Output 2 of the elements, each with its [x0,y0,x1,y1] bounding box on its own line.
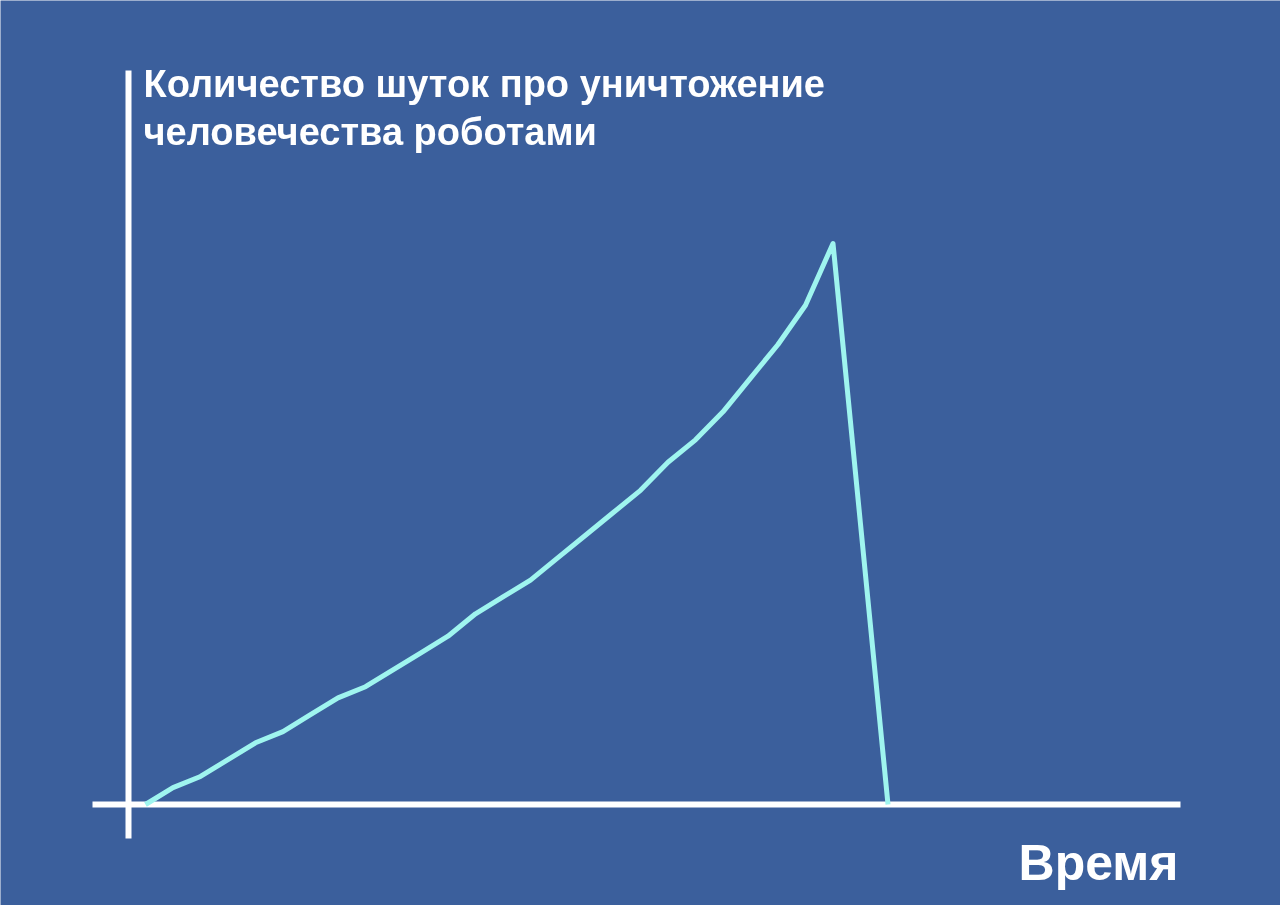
x-axis-title: Время [1018,834,1179,891]
y-axis-title: Количество шуток про уничтожение человечества роботами [143,62,825,153]
